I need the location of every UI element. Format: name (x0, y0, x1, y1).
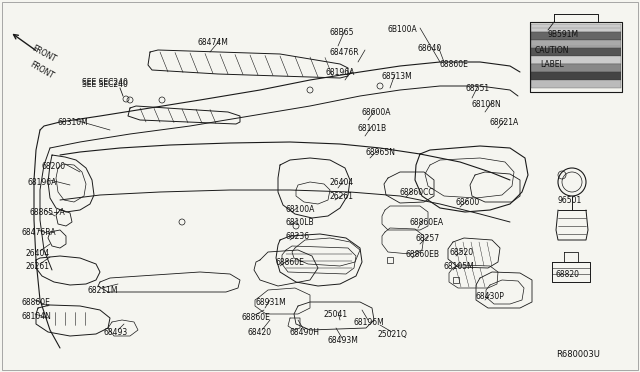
Text: 9B591M: 9B591M (548, 30, 579, 39)
Bar (531, 24, 621, 32)
Text: 68101B: 68101B (357, 124, 386, 133)
Text: 6B100A: 6B100A (388, 25, 418, 34)
Bar (531, 56, 621, 64)
Text: 68551: 68551 (466, 84, 490, 93)
Text: 68310M: 68310M (58, 118, 89, 127)
Text: 68104N: 68104N (22, 312, 52, 321)
Bar (531, 48, 621, 56)
Text: 68493M: 68493M (328, 336, 359, 345)
Text: 68513M: 68513M (382, 72, 413, 81)
Text: 68100A: 68100A (285, 205, 314, 214)
Text: SEE SEC240: SEE SEC240 (82, 80, 128, 89)
Text: 25021Q: 25021Q (378, 330, 408, 339)
Text: 68640: 68640 (418, 44, 442, 53)
Text: 68196A: 68196A (28, 178, 58, 187)
Text: 68493: 68493 (104, 328, 128, 337)
Bar (531, 40, 621, 48)
Text: 96501: 96501 (558, 196, 582, 205)
Text: 68931M: 68931M (256, 298, 287, 307)
Text: 68621A: 68621A (490, 118, 519, 127)
Text: 26404: 26404 (330, 178, 355, 187)
Text: 26261: 26261 (330, 192, 354, 201)
Bar (531, 72, 621, 80)
Text: 68520: 68520 (450, 248, 474, 257)
Bar (531, 64, 621, 72)
Bar (387, 257, 393, 263)
Text: 68196M: 68196M (354, 318, 385, 327)
Text: 68820: 68820 (556, 270, 580, 279)
Text: 68860E: 68860E (275, 258, 304, 267)
Text: 68860E: 68860E (242, 313, 271, 322)
Text: R680003U: R680003U (556, 350, 600, 359)
Text: 25041: 25041 (324, 310, 348, 319)
Text: 68860EA: 68860EA (410, 218, 444, 227)
Text: FRONT: FRONT (30, 44, 57, 64)
Text: 68474M: 68474M (198, 38, 229, 47)
Text: 68236: 68236 (285, 232, 309, 241)
Bar (531, 80, 621, 88)
Text: 68196A: 68196A (325, 68, 355, 77)
Text: 26404: 26404 (26, 249, 51, 258)
Text: 68965N: 68965N (365, 148, 395, 157)
Text: 68476R: 68476R (330, 48, 360, 57)
Text: SEE SEC240: SEE SEC240 (82, 78, 128, 87)
Text: 68600A: 68600A (362, 108, 392, 117)
Text: 68860E: 68860E (440, 60, 469, 69)
Text: LABEL: LABEL (540, 60, 564, 69)
Text: 68860CC: 68860CC (400, 188, 435, 197)
Text: 26261: 26261 (26, 262, 50, 271)
Text: 68105M: 68105M (444, 262, 475, 271)
Text: CAUTION: CAUTION (535, 46, 570, 55)
Text: 68476RA: 68476RA (22, 228, 56, 237)
Text: 68430P: 68430P (476, 292, 505, 301)
Text: 68420: 68420 (248, 328, 272, 337)
Text: 6810LB: 6810LB (285, 218, 314, 227)
Text: FRONT: FRONT (28, 60, 55, 81)
Bar (453, 277, 459, 283)
Text: 68257: 68257 (415, 234, 439, 243)
Text: 68860E: 68860E (22, 298, 51, 307)
Text: 68600: 68600 (455, 198, 479, 207)
Text: 68200: 68200 (42, 162, 66, 171)
Bar (531, 32, 621, 40)
Text: 68860EB: 68860EB (406, 250, 440, 259)
Text: 68B65: 68B65 (330, 28, 355, 37)
Text: 68490H: 68490H (290, 328, 320, 337)
Text: 68108N: 68108N (472, 100, 502, 109)
Text: 68211M: 68211M (88, 286, 118, 295)
Text: 68865+A: 68865+A (30, 208, 66, 217)
